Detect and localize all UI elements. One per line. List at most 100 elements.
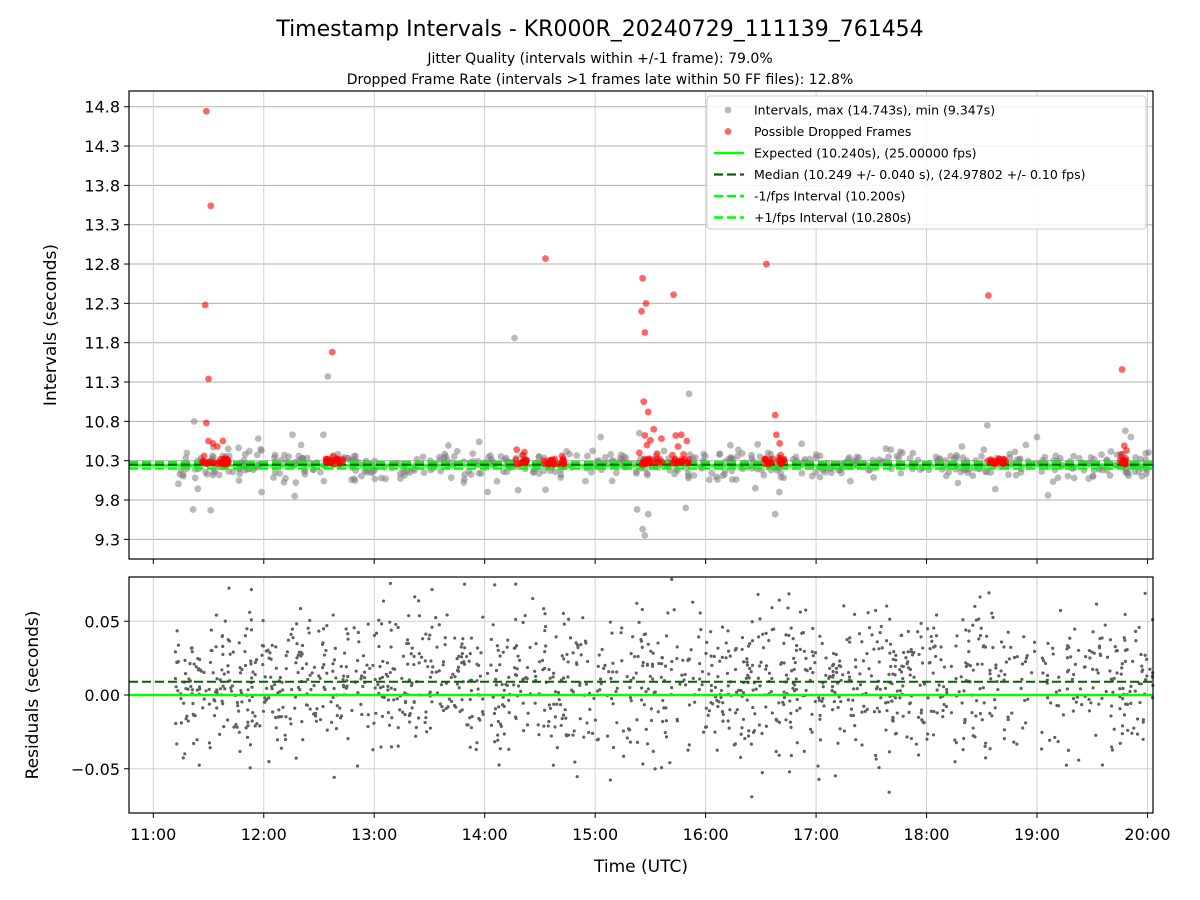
residual-point: [590, 731, 595, 735]
residual-point: [1012, 655, 1017, 660]
residual-point: [275, 738, 280, 742]
residual-point: [1118, 741, 1122, 745]
residual-point: [831, 662, 836, 666]
residual-point: [698, 677, 702, 681]
interval-point: [644, 510, 652, 518]
residual-point: [465, 654, 469, 659]
residual-point: [393, 687, 397, 692]
residual-point: [231, 650, 235, 654]
residual-point: [804, 608, 808, 612]
x-tick-label: 14:00: [462, 825, 508, 844]
residual-point: [839, 678, 843, 683]
residual-point: [579, 653, 583, 657]
residual-point: [1100, 763, 1105, 767]
residual-point: [901, 676, 905, 681]
residual-point: [1015, 655, 1019, 659]
residual-point: [906, 650, 910, 654]
residual-point: [398, 708, 402, 712]
interval-point: [253, 451, 261, 459]
residual-point: [735, 690, 739, 694]
residual-point: [779, 662, 783, 666]
residual-point: [247, 698, 252, 703]
residual-point: [914, 742, 919, 746]
interval-point: [320, 477, 328, 485]
residual-point: [724, 656, 728, 660]
residual-point: [286, 638, 291, 642]
dropped-frame-point: [650, 459, 658, 467]
residual-point: [441, 708, 446, 713]
residual-point: [660, 766, 664, 770]
interval-point: [447, 474, 455, 482]
residual-point: [878, 687, 882, 691]
dropped-frame-point: [646, 436, 654, 444]
residual-point: [173, 650, 178, 654]
residual-point: [243, 649, 247, 654]
residual-point: [459, 645, 463, 649]
interval-point: [1064, 472, 1072, 480]
residual-point: [428, 633, 432, 637]
residual-point: [995, 679, 999, 684]
residual-point: [500, 682, 504, 687]
x-tick-label: 16:00: [683, 825, 729, 844]
residual-point: [968, 664, 972, 668]
residual-point: [988, 711, 992, 715]
residual-point: [297, 650, 302, 654]
residual-point: [917, 652, 921, 657]
residual-point: [356, 630, 360, 635]
residual-point: [831, 675, 835, 679]
residual-point: [244, 726, 248, 730]
residual-point: [678, 682, 682, 686]
residual-point: [802, 749, 806, 753]
dropped-frame-point: [541, 460, 549, 468]
residual-point: [792, 656, 796, 661]
residual-point: [315, 707, 319, 711]
residual-point: [750, 663, 755, 668]
residual-point: [905, 662, 909, 666]
residual-point: [341, 674, 346, 678]
interval-point: [682, 504, 690, 512]
residual-point: [1104, 689, 1108, 694]
residual-point: [1089, 701, 1093, 705]
residual-point: [869, 674, 874, 678]
residual-point: [906, 629, 910, 634]
residual-point: [892, 650, 896, 654]
dropped-frame-point: [1123, 447, 1130, 454]
residual-point: [378, 664, 382, 669]
residuals-y-tick-label: −0.05: [71, 760, 120, 779]
dropped-frame-point: [771, 411, 779, 419]
interval-point: [983, 468, 991, 476]
residual-point: [852, 687, 856, 691]
residual-point: [932, 709, 936, 714]
residual-point: [263, 700, 267, 704]
residual-point: [1006, 630, 1010, 634]
intervals-y-tick-label: 14.3: [84, 137, 120, 156]
residual-point: [813, 699, 817, 704]
interval-point: [870, 473, 878, 481]
residual-point: [854, 665, 858, 669]
residual-point: [572, 729, 576, 733]
residual-point: [656, 710, 660, 714]
residual-point: [875, 640, 879, 644]
residual-point: [434, 670, 438, 674]
residual-point: [1070, 677, 1074, 681]
residual-point: [645, 742, 650, 746]
residual-point: [250, 685, 254, 689]
residual-point: [357, 640, 361, 644]
interval-point: [348, 476, 356, 484]
residual-point: [860, 710, 864, 714]
residual-point: [989, 677, 993, 681]
residual-point: [1006, 715, 1010, 719]
residual-point: [197, 763, 201, 767]
residual-point: [798, 647, 802, 651]
residual-point: [772, 627, 776, 631]
intervals-y-tick-label: 13.3: [84, 216, 120, 235]
residual-point: [706, 713, 710, 717]
interval-point: [607, 451, 615, 458]
residual-point: [215, 677, 219, 681]
residual-point: [906, 666, 911, 670]
residual-point: [941, 685, 946, 689]
interval-point: [189, 506, 197, 513]
residual-point: [894, 658, 898, 662]
residual-point: [752, 729, 757, 733]
residual-point: [893, 673, 897, 677]
